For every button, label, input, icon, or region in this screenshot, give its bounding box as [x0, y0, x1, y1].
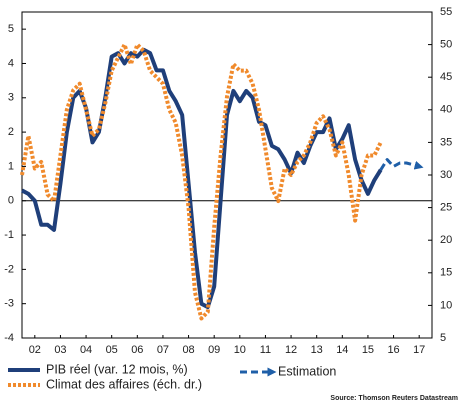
x-tick-label: 05	[106, 344, 118, 356]
y-tick-label: -2	[4, 263, 14, 275]
y2-tick-label: 50	[440, 39, 452, 51]
y-tick-label: -3	[4, 298, 14, 310]
y2-tick-label: 10	[440, 299, 452, 311]
x-tick-label: 15	[362, 344, 374, 356]
y-tick-label: -1	[4, 229, 14, 241]
y2-tick-label: 35	[440, 136, 452, 148]
y-tick-label: 1	[8, 160, 14, 172]
y2-tick-label: 45	[440, 71, 452, 83]
y2-tick-label: 30	[440, 169, 452, 181]
x-tick-label: 10	[234, 344, 246, 356]
x-tick-label: 12	[285, 344, 297, 356]
y-tick-label: 4	[8, 57, 14, 69]
y2-tick-label: 40	[440, 104, 452, 116]
y-tick-label: 5	[8, 23, 14, 35]
x-tick-label: 02	[29, 344, 41, 356]
x-tick-label: 09	[208, 344, 220, 356]
series-line	[21, 47, 383, 310]
x-tick-label: 08	[182, 344, 194, 356]
legend-label: Climat des affaires (éch. dr.)	[46, 377, 202, 391]
x-tick-label: 16	[387, 344, 399, 356]
source: Source: Thomson Reuters Datastream	[330, 395, 458, 402]
series-line	[20, 42, 383, 321]
x-tick-label: 07	[157, 344, 169, 356]
x-tick-label: 11	[260, 344, 271, 356]
legend-label: PIB réel (var. 12 mois, %)	[46, 362, 188, 376]
y-tick-label: 0	[8, 195, 14, 207]
y2-tick-label: 55	[440, 6, 452, 18]
y2-tick-label: 20	[440, 234, 452, 246]
y2-tick-label: 15	[440, 267, 452, 279]
x-tick-label: 13	[311, 344, 323, 356]
y2-tick-label: 5	[440, 332, 446, 344]
plot-frame	[21, 11, 433, 339]
x-tick-label: 17	[413, 344, 425, 356]
series-line	[379, 158, 424, 171]
x-tick-label: 03	[54, 344, 66, 356]
legend-label: Estimation	[278, 364, 336, 378]
x-tick-label: 04	[80, 344, 92, 356]
y2-tick-label: 25	[440, 202, 452, 214]
x-tick-label: 14	[336, 344, 348, 356]
y-tick-label: -4	[4, 332, 14, 344]
y-tick-label: 3	[8, 92, 14, 104]
x-tick-label: 06	[131, 344, 143, 356]
y-tick-label: 2	[8, 126, 14, 138]
